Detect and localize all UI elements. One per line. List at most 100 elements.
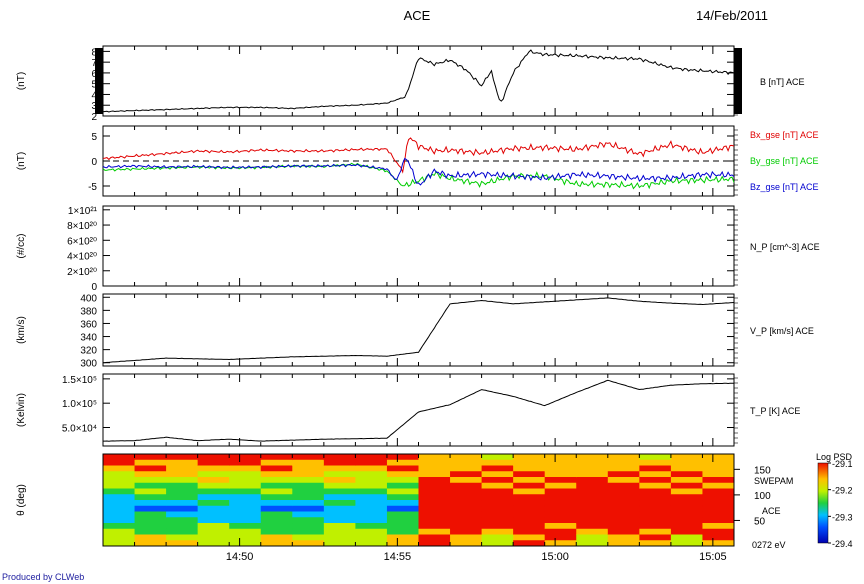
heatmap-cell bbox=[702, 454, 735, 461]
series-label: T_P [K] ACE bbox=[750, 406, 800, 416]
y-tick-label: 1.5×10⁵ bbox=[62, 375, 97, 386]
heatmap-cell bbox=[544, 523, 577, 530]
x-tick-label: 14:50 bbox=[226, 551, 254, 563]
heatmap-cell bbox=[355, 477, 388, 484]
heatmap-cell bbox=[607, 517, 640, 524]
heatmap-cell bbox=[607, 494, 640, 501]
panel-frame bbox=[102, 205, 735, 287]
heatmap-cell bbox=[702, 500, 735, 507]
heatmap-cell bbox=[481, 465, 514, 472]
heatmap-cell bbox=[166, 528, 199, 535]
heatmap-cell bbox=[607, 534, 640, 541]
heatmap-cell bbox=[229, 494, 262, 501]
heatmap-cell bbox=[576, 517, 609, 524]
heatmap-cell bbox=[229, 511, 262, 518]
heatmap-cell bbox=[639, 523, 672, 530]
heatmap-cell bbox=[292, 471, 325, 478]
heatmap-cell bbox=[702, 488, 735, 495]
y-tick-label: 4 bbox=[91, 90, 97, 101]
heatmap-cell bbox=[670, 505, 703, 512]
heatmap-cell bbox=[386, 523, 419, 530]
heatmap-cell bbox=[670, 534, 703, 541]
colorbar-tick-label: -29.3 bbox=[832, 512, 853, 522]
heatmap-cell bbox=[260, 471, 293, 478]
heatmap-cell bbox=[134, 465, 167, 472]
y-axis-label: θ (deg) bbox=[16, 484, 27, 516]
heatmap-cell bbox=[355, 540, 388, 547]
series-label: B [nT] ACE bbox=[760, 77, 805, 87]
heatmap-cell bbox=[418, 494, 451, 501]
heatmap-cell bbox=[481, 511, 514, 518]
heatmap-cell bbox=[292, 534, 325, 541]
heatmap-cell bbox=[292, 488, 325, 495]
heatmap-cell bbox=[134, 517, 167, 524]
heatmap-cell bbox=[103, 540, 136, 547]
heatmap-cell bbox=[197, 505, 230, 512]
heatmap-cell bbox=[450, 517, 483, 524]
colorbar-title: Log PSD bbox=[816, 452, 853, 462]
heatmap-cell bbox=[513, 505, 546, 512]
heatmap-cell bbox=[229, 477, 262, 484]
heatmap-cell bbox=[607, 477, 640, 484]
y-tick-label-right: 50 bbox=[754, 516, 766, 527]
y-tick-label: 320 bbox=[80, 346, 97, 357]
heatmap-cell bbox=[355, 454, 388, 461]
heatmap-cell bbox=[229, 540, 262, 547]
heatmap-cell bbox=[292, 528, 325, 535]
heatmap-cell bbox=[103, 494, 136, 501]
heatmap-cell bbox=[513, 454, 546, 461]
panel-frame bbox=[102, 45, 735, 117]
heatmap-cell bbox=[103, 517, 136, 524]
heatmap-cell bbox=[323, 471, 356, 478]
heatmap-cell bbox=[103, 534, 136, 541]
y-tick-label: 6×10²⁰ bbox=[67, 236, 97, 247]
heatmap-cell bbox=[260, 465, 293, 472]
y-tick-label: 5 bbox=[91, 132, 97, 143]
heatmap-cell bbox=[513, 494, 546, 501]
heatmap-cell bbox=[418, 534, 451, 541]
heatmap-cell bbox=[418, 528, 451, 535]
heatmap-cell bbox=[418, 454, 451, 461]
heatmap-cell bbox=[103, 528, 136, 535]
heatmap-cell bbox=[260, 528, 293, 535]
heatmap-cell bbox=[450, 523, 483, 530]
heatmap-cell bbox=[292, 494, 325, 501]
heatmap-cell bbox=[418, 511, 451, 518]
y-tick-label: 300 bbox=[80, 359, 97, 370]
heatmap-cell bbox=[450, 494, 483, 501]
y-tick-label: 6 bbox=[91, 69, 97, 80]
heatmap-cell bbox=[418, 471, 451, 478]
heatmap-cell bbox=[197, 517, 230, 524]
heatmap-cell bbox=[702, 517, 735, 524]
heatmap-cell bbox=[134, 511, 167, 518]
heatmap-cell bbox=[197, 511, 230, 518]
heatmap-cell bbox=[450, 528, 483, 535]
heatmap-cell bbox=[607, 454, 640, 461]
heatmap-cell bbox=[134, 505, 167, 512]
heatmap-cell bbox=[544, 505, 577, 512]
heatmap-cell bbox=[134, 540, 167, 547]
heatmap-cell bbox=[197, 534, 230, 541]
heatmap-cell bbox=[134, 528, 167, 535]
y-tick-label: 4×10²⁰ bbox=[67, 252, 97, 263]
heatmap-cell bbox=[481, 523, 514, 530]
right-edge-bar bbox=[734, 48, 742, 114]
heatmap-cell bbox=[576, 465, 609, 472]
heatmap-cell bbox=[323, 528, 356, 535]
heatmap-cell bbox=[197, 482, 230, 489]
heatmap-cell bbox=[229, 523, 262, 530]
y-tick-label: 8 bbox=[91, 47, 97, 58]
heatmap-cell bbox=[260, 477, 293, 484]
heatmap-cell bbox=[639, 488, 672, 495]
heatmap-cell bbox=[450, 459, 483, 466]
y-tick-label: 3 bbox=[91, 101, 97, 112]
heatmap-cell bbox=[702, 540, 735, 547]
left-edge-bar bbox=[95, 48, 103, 114]
heatmap-cell bbox=[670, 511, 703, 518]
heatmap-cell bbox=[544, 482, 577, 489]
heatmap-cell bbox=[481, 534, 514, 541]
heatmap-cell bbox=[544, 511, 577, 518]
heatmap-cell bbox=[544, 465, 577, 472]
heatmap-cell bbox=[260, 517, 293, 524]
